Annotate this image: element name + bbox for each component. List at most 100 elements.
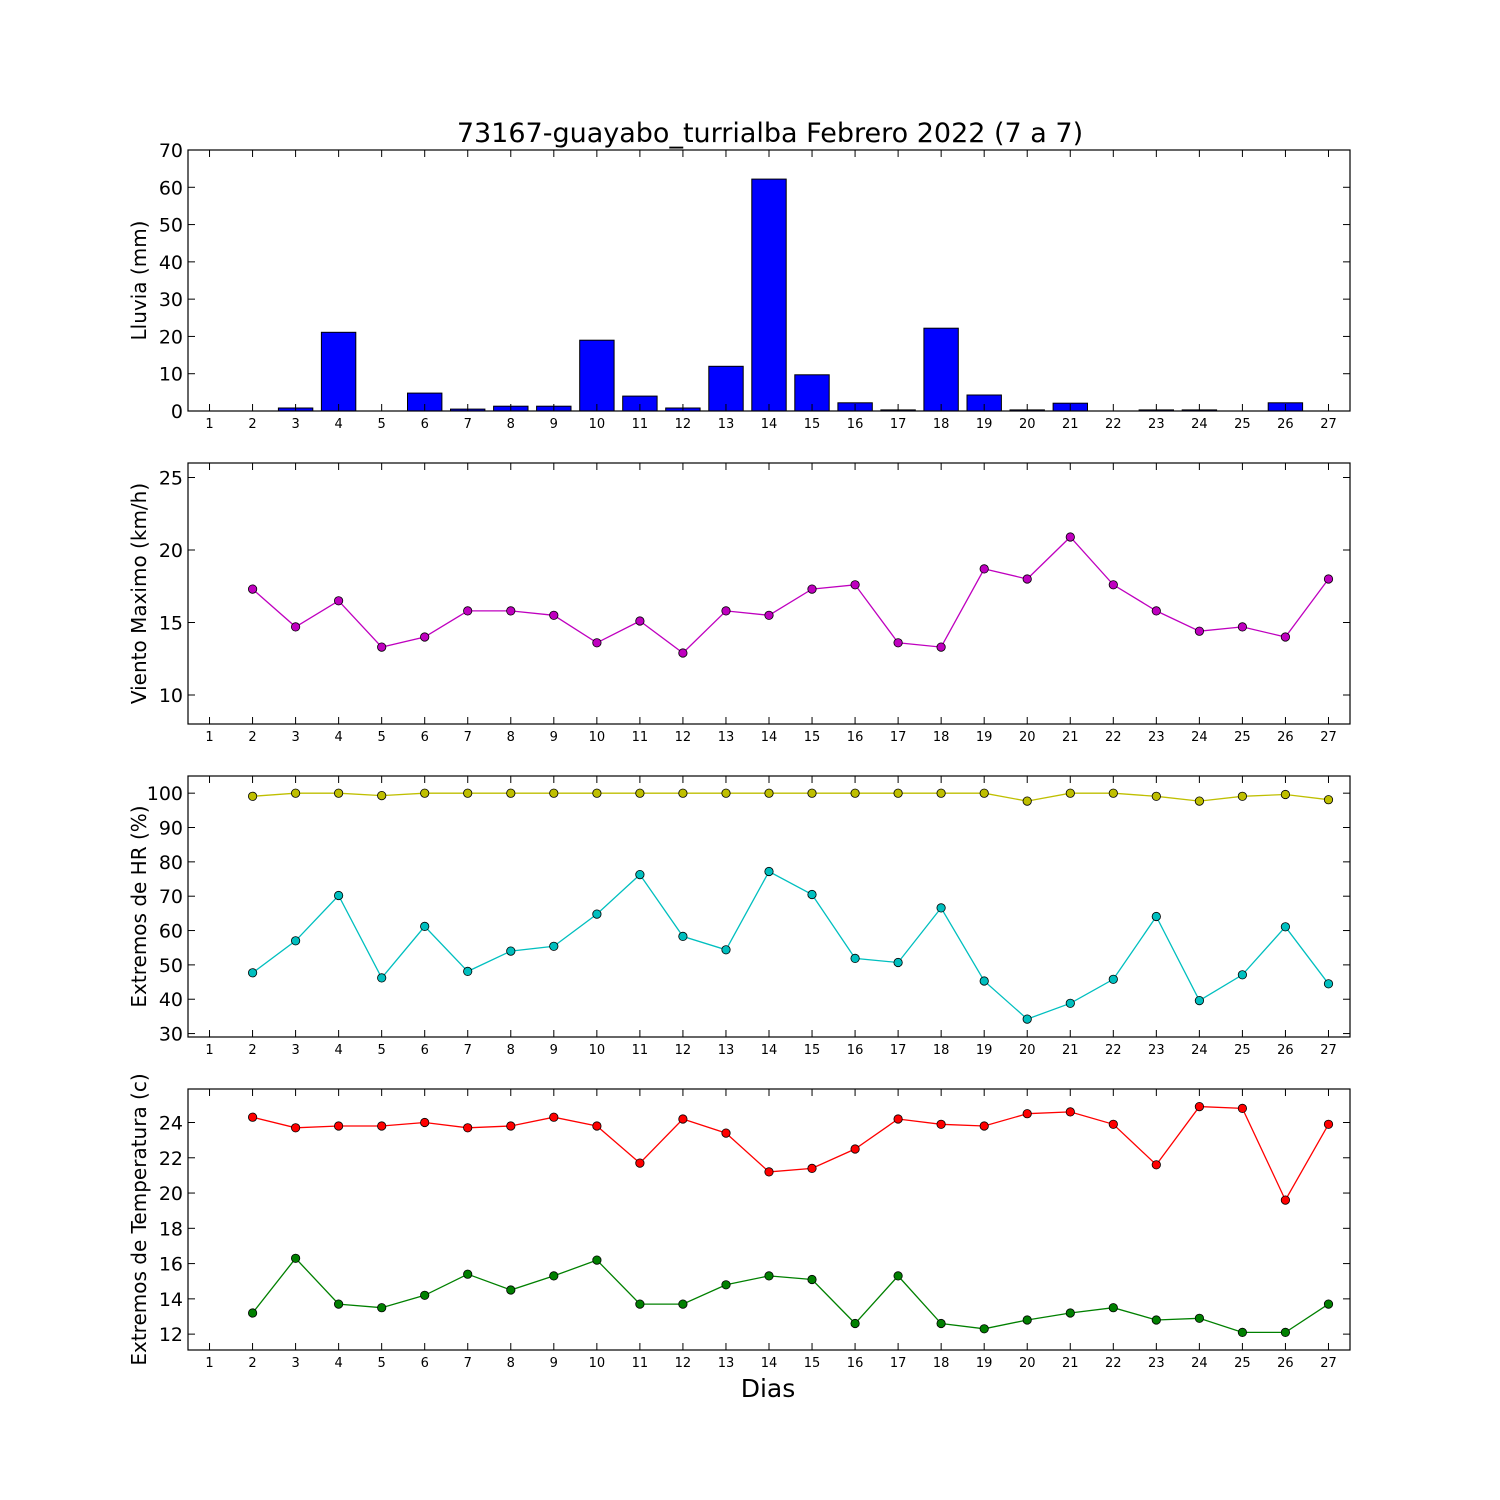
point-s1-day-7 (463, 1123, 473, 1133)
point-s1-day-3 (290, 1123, 301, 1133)
x-tick-label: 5 (378, 730, 386, 745)
point-s2-day-25 (1237, 1327, 1248, 1338)
x-tick-label: 16 (847, 1356, 864, 1371)
x-tick-label: 26 (1277, 417, 1294, 432)
point-s2-day-3 (290, 936, 301, 946)
x-tick-label: 4 (334, 1356, 342, 1371)
point-s2-day-17 (893, 957, 903, 968)
point-s1-day-8 (506, 788, 516, 798)
point-s2-day-12 (678, 931, 688, 942)
x-tick-label: 25 (1234, 1356, 1251, 1371)
point-s1-day-4 (333, 596, 344, 606)
x-tick-label: 23 (1148, 417, 1165, 432)
point-s1-day-15 (807, 1163, 817, 1174)
point-s1-day-17 (893, 638, 903, 648)
x-tick-label: 11 (632, 1356, 649, 1371)
point-s1-day-24 (1194, 796, 1205, 806)
x-tick-label: 13 (718, 417, 735, 432)
point-s1-day-4 (333, 788, 344, 798)
x-tick-label: 15 (804, 1043, 821, 1058)
point-s1-day-17 (893, 788, 903, 798)
x-tick-label: 10 (589, 730, 606, 745)
point-s1-day-13 (721, 606, 731, 616)
point-s1-day-19 (979, 1121, 989, 1131)
point-s2-day-18 (936, 903, 946, 913)
x-tick-label: 20 (1019, 730, 1036, 745)
x-tick-label: 10 (589, 1356, 606, 1371)
y-tick-label: 20 (159, 1183, 183, 1205)
point-s1-day-22 (1108, 580, 1118, 590)
x-tick-label: 2 (248, 1043, 256, 1058)
plot-frame (187, 1088, 1351, 1351)
point-s2-day-21 (1065, 1308, 1075, 1318)
x-tick-label: 27 (1320, 730, 1337, 745)
point-s1-day-12 (678, 1114, 688, 1124)
x-tick-label: 6 (421, 730, 429, 745)
point-s2-day-5 (377, 973, 387, 983)
x-tick-label: 7 (464, 417, 472, 432)
x-tick-label: 20 (1019, 1043, 1036, 1058)
x-tick-label: 18 (933, 417, 950, 432)
x-tick-label: 21 (1062, 730, 1079, 745)
y-axis-label: Extremos de Temperatura (c) (127, 1073, 151, 1365)
bar-day-18 (923, 327, 959, 412)
point-s2-day-15 (807, 1274, 817, 1285)
point-s2-day-22 (1108, 974, 1118, 984)
point-s1-day-20 (1022, 574, 1032, 584)
y-tick-label: 22 (159, 1148, 183, 1170)
x-tick-label: 22 (1105, 1043, 1122, 1058)
point-s1-day-22 (1108, 1119, 1118, 1129)
point-s1-day-15 (807, 788, 817, 798)
y-tick-label: 60 (159, 177, 183, 199)
point-s2-day-2 (248, 1308, 258, 1318)
x-tick-label: 2 (248, 417, 256, 432)
y-tick-label: 10 (159, 685, 183, 707)
point-s1-day-20 (1022, 796, 1032, 806)
point-s2-day-13 (721, 945, 731, 955)
x-tick-label: 12 (675, 1356, 692, 1371)
y-tick-label: 14 (159, 1289, 183, 1311)
point-s2-day-11 (635, 869, 645, 880)
point-s1-day-20 (1022, 1109, 1032, 1119)
y-tick-label: 40 (159, 252, 183, 274)
point-s1-day-14 (764, 788, 774, 798)
x-tick-label: 1 (205, 417, 213, 432)
y-tick-label: 0 (171, 401, 183, 423)
point-s2-day-6 (420, 1290, 430, 1300)
point-s2-day-21 (1065, 998, 1075, 1008)
y-tick-label: 20 (159, 326, 183, 348)
point-s1-day-5 (377, 642, 387, 652)
x-tick-label: 1 (205, 730, 213, 745)
point-s1-day-5 (377, 790, 387, 801)
point-s1-day-14 (764, 1167, 774, 1177)
point-s2-day-26 (1280, 922, 1291, 932)
y-tick-label: 30 (159, 289, 183, 311)
x-tick-label: 22 (1105, 1356, 1122, 1371)
y-tick-label: 50 (159, 215, 183, 237)
point-s2-day-11 (635, 1299, 645, 1309)
x-tick-label: 8 (507, 1356, 515, 1371)
y-tick-label: 20 (159, 540, 183, 562)
point-s1-day-10 (592, 638, 602, 648)
point-s2-day-22 (1108, 1303, 1118, 1313)
x-tick-label: 3 (291, 1043, 299, 1058)
point-s2-day-16 (850, 953, 860, 964)
point-s1-day-27 (1323, 795, 1334, 805)
y-tick-label: 40 (159, 989, 183, 1011)
x-tick-label: 24 (1191, 1043, 1208, 1058)
x-tick-label: 26 (1277, 730, 1294, 745)
x-tick-label: 3 (291, 730, 299, 745)
x-tick-label: 17 (890, 1356, 907, 1371)
x-tick-label: 22 (1105, 730, 1122, 745)
point-s1-day-16 (850, 788, 860, 798)
series-line-2 (252, 870, 1330, 1020)
x-tick-label: 11 (632, 730, 649, 745)
x-tick-label: 6 (421, 1043, 429, 1058)
x-tick-label: 5 (378, 1043, 386, 1058)
x-tick-label: 24 (1191, 730, 1208, 745)
x-tick-label: 17 (890, 730, 907, 745)
point-s2-day-8 (506, 1285, 516, 1295)
y-tick-label: 100 (147, 783, 183, 805)
